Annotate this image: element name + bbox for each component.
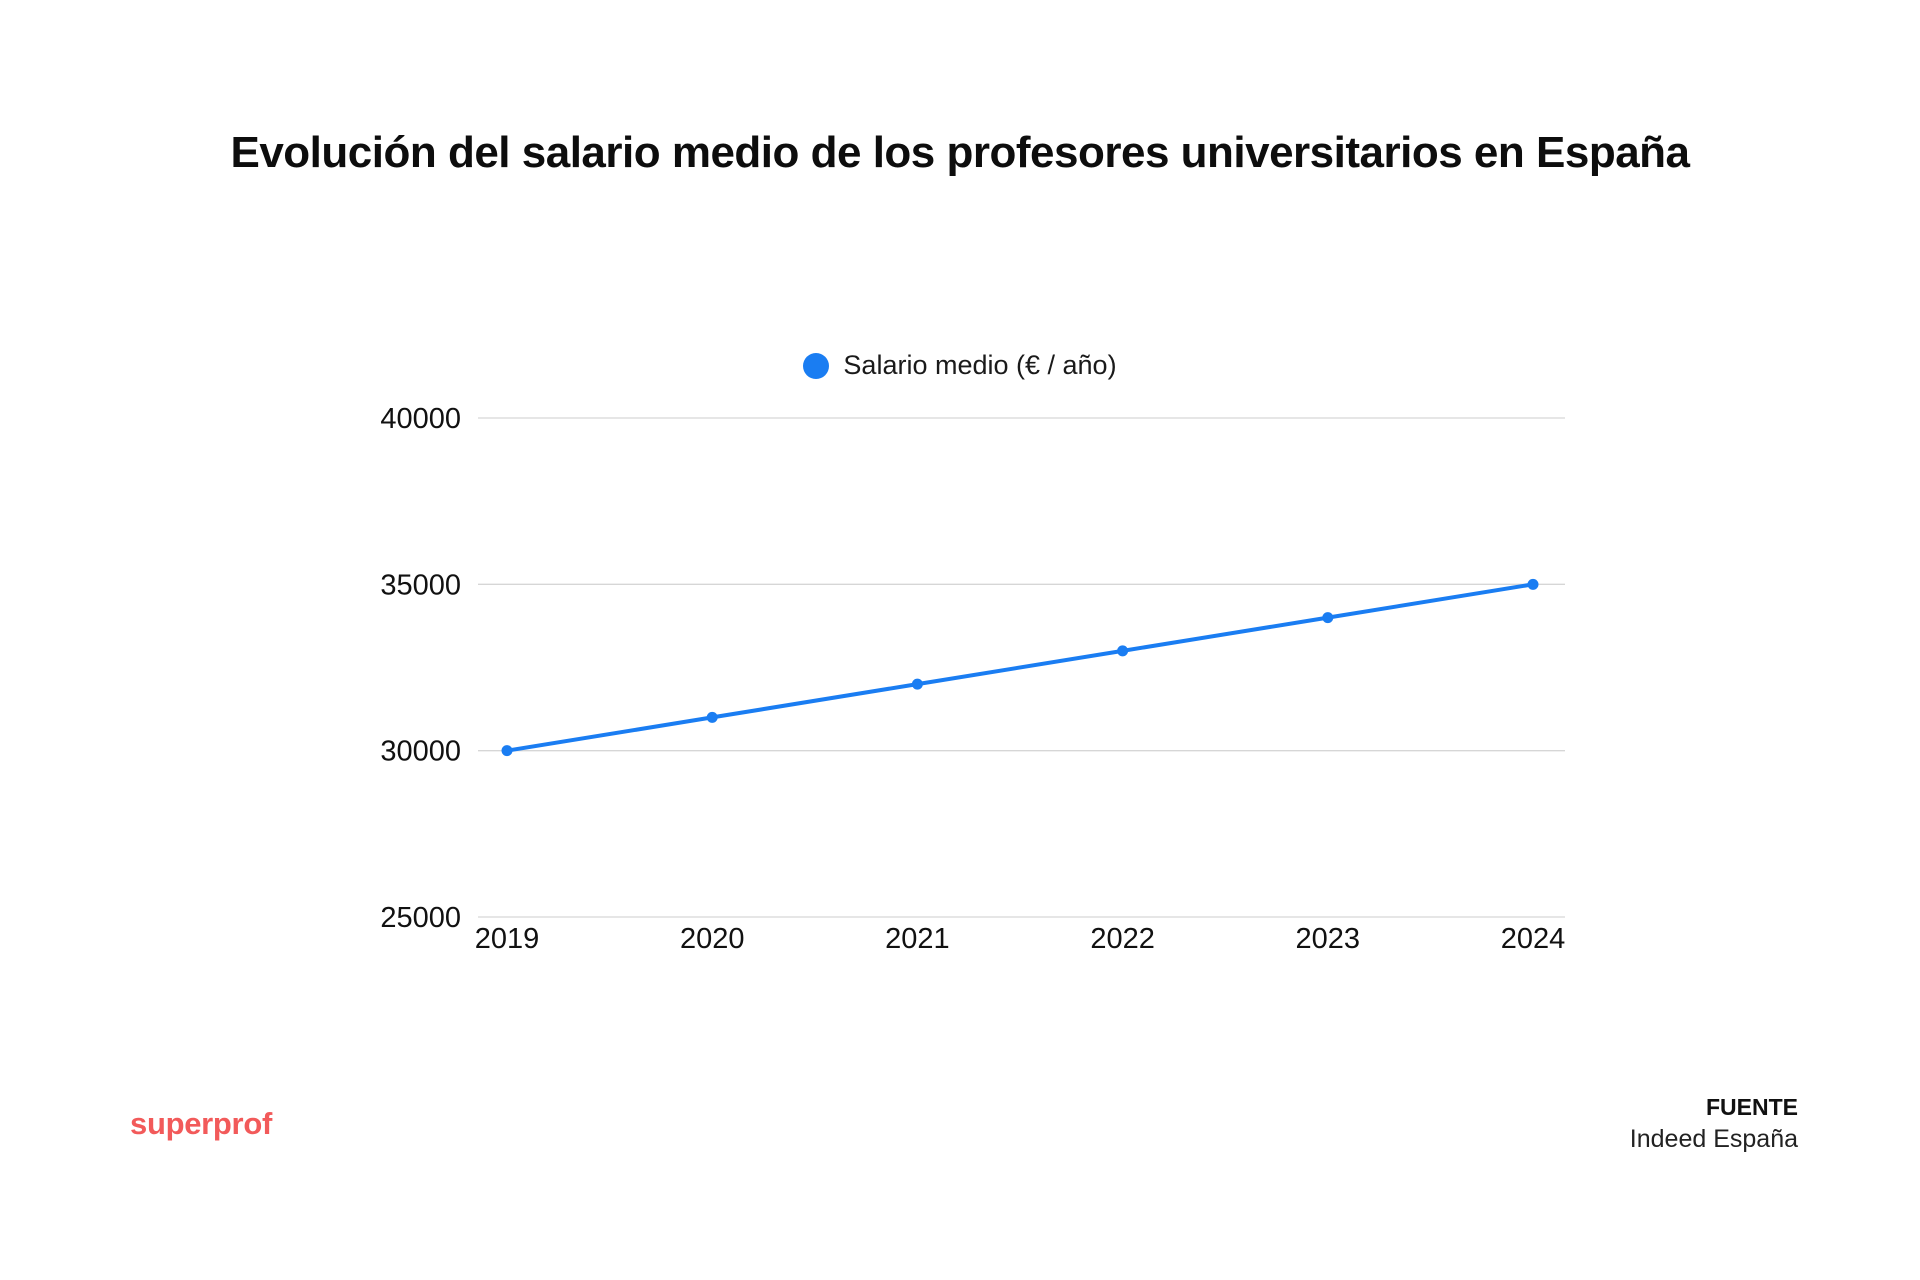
x-tick-label: 2022 [1090, 923, 1155, 955]
grid-lines [478, 417, 1565, 918]
superprof-logo: superprof [130, 1106, 272, 1141]
series-layer [501, 578, 1539, 757]
y-axis-labels: 25000 30000 35000 40000 [380, 403, 461, 934]
legend: Salario medio (€ / año) [0, 350, 1920, 381]
data-point [911, 678, 923, 690]
x-axis-labels: 2019 2020 2021 2022 2023 2024 [475, 923, 1566, 955]
x-tick-label: 2019 [475, 923, 540, 955]
y-tick-label: 25000 [380, 902, 461, 934]
data-point [501, 745, 513, 757]
data-point [1117, 645, 1129, 657]
data-point [1527, 578, 1539, 590]
chart-title: Evolución del salario medio de los profe… [230, 128, 1690, 177]
data-point [706, 711, 718, 723]
source-block: FUENTE Indeed España [1630, 1094, 1798, 1154]
legend-label: Salario medio (€ / año) [843, 350, 1117, 380]
y-tick-label: 40000 [380, 403, 461, 435]
x-tick-label: 2020 [680, 923, 745, 955]
x-tick-label: 2021 [885, 923, 950, 955]
y-tick-label: 30000 [380, 736, 461, 768]
source-name: Indeed España [1629, 1125, 1798, 1153]
x-tick-label: 2023 [1296, 923, 1361, 955]
legend-swatch [803, 352, 830, 379]
series-line [505, 582, 1535, 753]
y-tick-label: 35000 [380, 569, 461, 601]
source-heading: FUENTE [1706, 1094, 1798, 1120]
x-tick-label: 2024 [1501, 923, 1566, 955]
data-point [1322, 612, 1334, 624]
